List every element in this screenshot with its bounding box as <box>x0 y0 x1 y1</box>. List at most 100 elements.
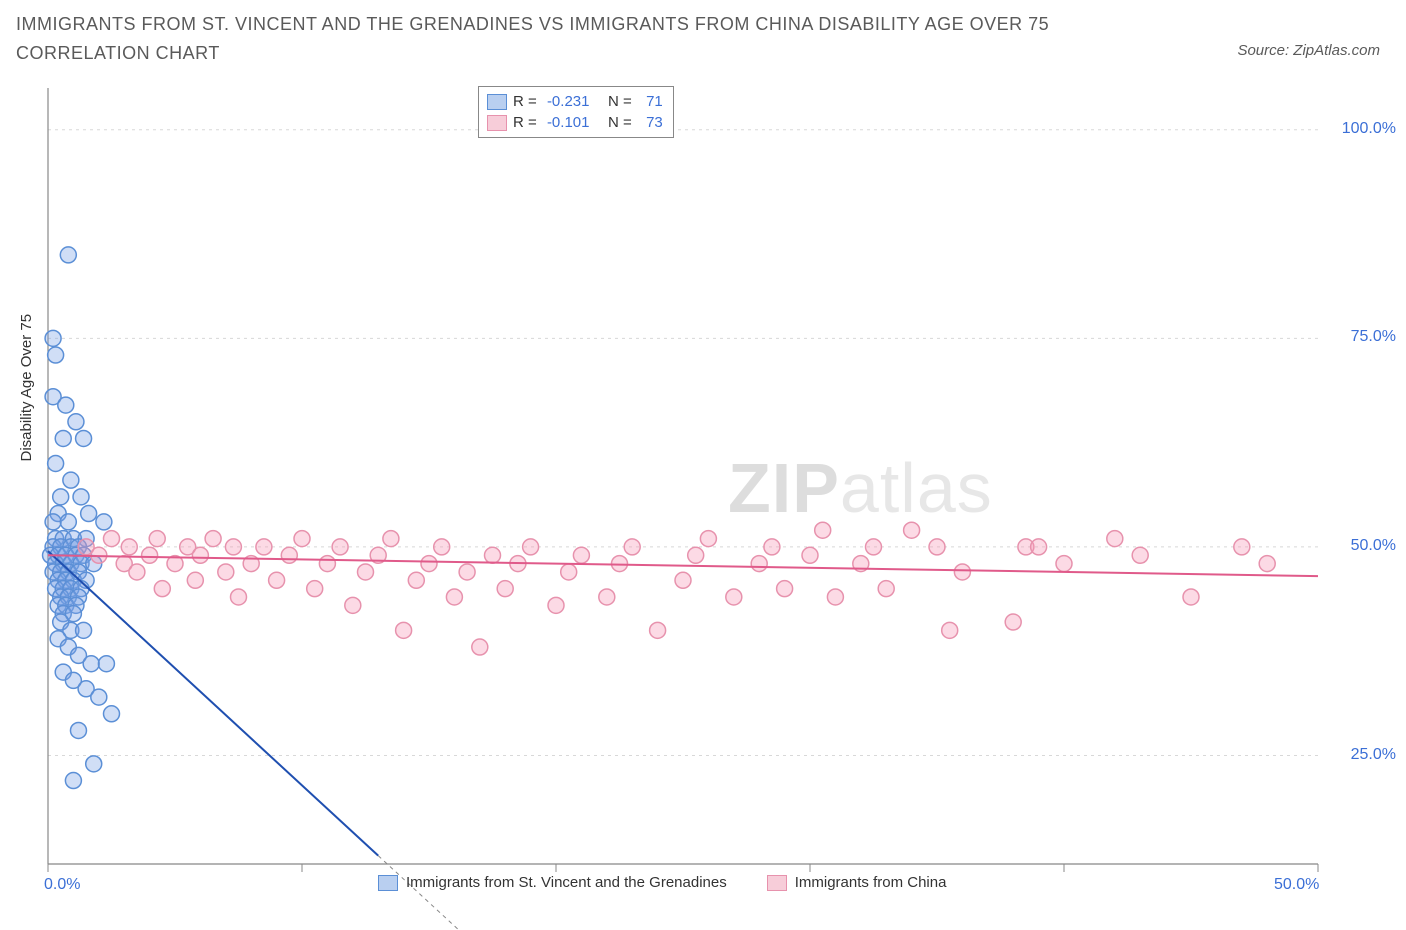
data-point <box>48 347 64 363</box>
scatter-chart: ZIPatlas R = -0.231 N = 71R = -0.101 N =… <box>48 88 1388 908</box>
data-point <box>96 514 112 530</box>
data-point <box>225 539 241 555</box>
data-point <box>561 564 577 580</box>
stats-legend-box: R = -0.231 N = 71R = -0.101 N = 73 <box>478 86 674 138</box>
data-point <box>358 564 374 580</box>
data-point <box>1056 556 1072 572</box>
legend-swatch <box>487 115 507 131</box>
data-point <box>624 539 640 555</box>
data-point <box>1183 589 1199 605</box>
data-point <box>345 597 361 613</box>
data-point <box>218 564 234 580</box>
data-point <box>726 589 742 605</box>
data-point <box>86 756 102 772</box>
data-point <box>954 564 970 580</box>
chart-title: IMMIGRANTS FROM ST. VINCENT AND THE GREN… <box>16 10 1136 68</box>
data-point <box>523 539 539 555</box>
legend-item: Immigrants from China <box>767 874 947 891</box>
data-point <box>63 472 79 488</box>
data-point <box>434 539 450 555</box>
data-point <box>485 547 501 563</box>
stats-row: R = -0.101 N = 73 <box>487 112 663 133</box>
stat-r-label: R = <box>513 112 541 133</box>
data-point <box>60 514 76 530</box>
data-point <box>1132 547 1148 563</box>
data-point <box>942 622 958 638</box>
legend-label: Immigrants from St. Vincent and the Gren… <box>406 874 727 891</box>
x-tick-label: 50.0% <box>1274 876 1319 894</box>
y-tick-label: 50.0% <box>1326 537 1396 555</box>
data-point <box>408 572 424 588</box>
trend-extrapolation <box>378 856 560 930</box>
stat-n-label: N = <box>595 112 635 133</box>
data-point <box>83 656 99 672</box>
data-point <box>68 414 84 430</box>
data-point <box>802 547 818 563</box>
data-point <box>58 397 74 413</box>
data-point <box>65 773 81 789</box>
legend-label: Immigrants from China <box>795 874 947 891</box>
stat-r-value: -0.101 <box>547 112 590 133</box>
data-point <box>866 539 882 555</box>
data-point <box>548 597 564 613</box>
data-point <box>231 589 247 605</box>
legend-item: Immigrants from St. Vincent and the Gren… <box>378 874 727 891</box>
y-tick-label: 75.0% <box>1326 328 1396 346</box>
data-point <box>1259 556 1275 572</box>
source-attribution: Source: ZipAtlas.com <box>1237 42 1380 59</box>
data-point <box>446 589 462 605</box>
data-point <box>929 539 945 555</box>
data-point <box>73 489 89 505</box>
data-point <box>459 564 475 580</box>
data-point <box>878 581 894 597</box>
data-point <box>48 455 64 471</box>
plot-area <box>48 88 1388 904</box>
y-axis-label: Disability Age Over 75 <box>18 314 35 462</box>
data-point <box>764 539 780 555</box>
data-point <box>281 547 297 563</box>
data-point <box>599 589 615 605</box>
watermark-light: atlas <box>840 449 993 527</box>
data-point <box>700 531 716 547</box>
legend-swatch <box>378 875 398 891</box>
data-point <box>256 539 272 555</box>
data-point <box>142 547 158 563</box>
stat-r-value: -0.231 <box>547 91 590 112</box>
data-point <box>307 581 323 597</box>
data-point <box>688 547 704 563</box>
data-point <box>104 706 120 722</box>
data-point <box>55 430 71 446</box>
legend-swatch <box>487 94 507 110</box>
watermark-bold: ZIP <box>728 449 840 527</box>
stat-n-value: 71 <box>642 91 663 112</box>
data-point <box>269 572 285 588</box>
data-point <box>332 539 348 555</box>
data-point <box>650 622 666 638</box>
data-point <box>319 556 335 572</box>
data-point <box>421 556 437 572</box>
data-point <box>751 556 767 572</box>
data-point <box>573 547 589 563</box>
data-point <box>91 689 107 705</box>
data-point <box>154 581 170 597</box>
stat-n-value: 73 <box>642 112 663 133</box>
data-point <box>45 514 61 530</box>
data-point <box>472 639 488 655</box>
data-point <box>396 622 412 638</box>
data-point <box>53 489 69 505</box>
data-point <box>1107 531 1123 547</box>
data-point <box>827 589 843 605</box>
data-point <box>187 572 203 588</box>
data-point <box>497 581 513 597</box>
data-point <box>104 531 120 547</box>
y-tick-label: 100.0% <box>1326 120 1396 138</box>
data-point <box>1234 539 1250 555</box>
stats-row: R = -0.231 N = 71 <box>487 91 663 112</box>
data-point <box>149 531 165 547</box>
data-point <box>76 622 92 638</box>
data-point <box>192 547 208 563</box>
data-point <box>129 564 145 580</box>
data-point <box>675 572 691 588</box>
y-tick-label: 25.0% <box>1326 746 1396 764</box>
data-point <box>76 430 92 446</box>
